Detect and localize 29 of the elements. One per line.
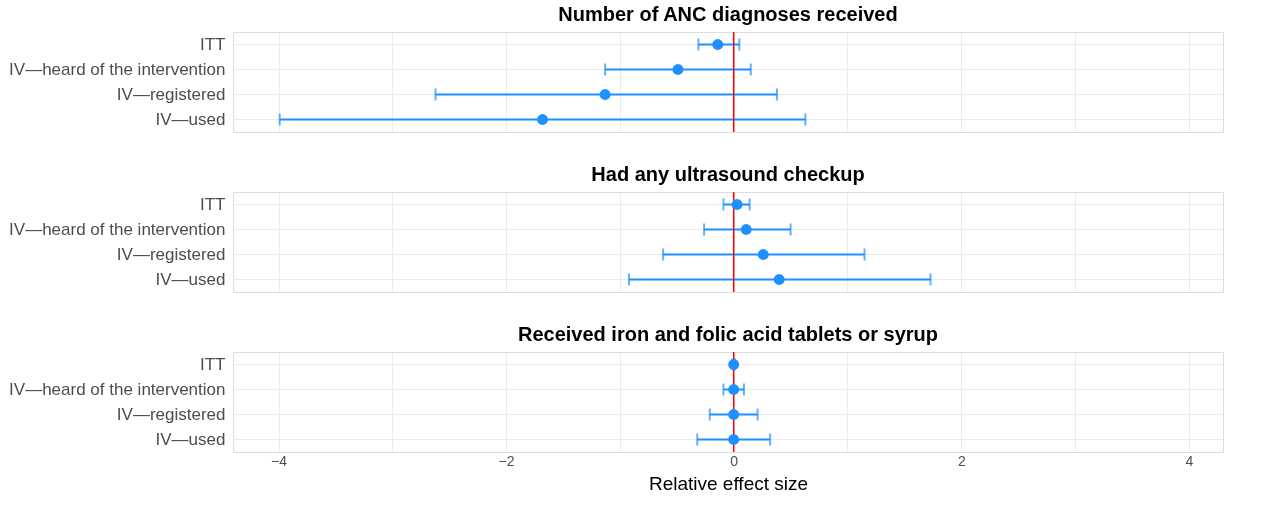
x-axis-title: Relative effect size — [648, 472, 809, 494]
chart-title: Received iron and folic acid tablets or syrup — [517, 323, 939, 346]
y-tick-label: ITT — [200, 354, 226, 374]
y-tick-label: IV—heard of the intervention — [9, 219, 226, 239]
point — [773, 274, 785, 285]
point — [599, 89, 611, 100]
point — [731, 199, 743, 210]
y-tick-label: IV—registered — [116, 404, 226, 424]
y-tick-label: IV—heard of the intervention — [9, 379, 226, 399]
y-tick-label: IV—registered — [116, 84, 226, 104]
point — [712, 39, 724, 50]
point — [537, 114, 548, 125]
y-tick-label: IV—heard of the intervention — [9, 59, 226, 79]
x-tick-label: 4 — [1185, 452, 1194, 469]
y-tick-label: ITT — [200, 34, 226, 54]
y-tick-label: IV—used — [155, 429, 226, 449]
point — [757, 249, 769, 260]
x-tick-label: −4 — [271, 452, 288, 469]
point — [740, 224, 752, 235]
x-tick-label: 2 — [957, 452, 966, 469]
y-tick-label: IV—used — [155, 109, 226, 129]
x-tick-label: −2 — [498, 452, 515, 469]
chart-title: Number of ANC diagnoses received — [558, 3, 898, 26]
y-tick-label: IV—used — [155, 269, 226, 289]
y-tick-label: ITT — [200, 194, 226, 214]
chart-title: Had any ultrasound checkup — [591, 163, 865, 186]
point — [672, 64, 684, 75]
y-tick-label: IV—registered — [116, 244, 226, 264]
x-tick-label: 0 — [730, 452, 739, 469]
